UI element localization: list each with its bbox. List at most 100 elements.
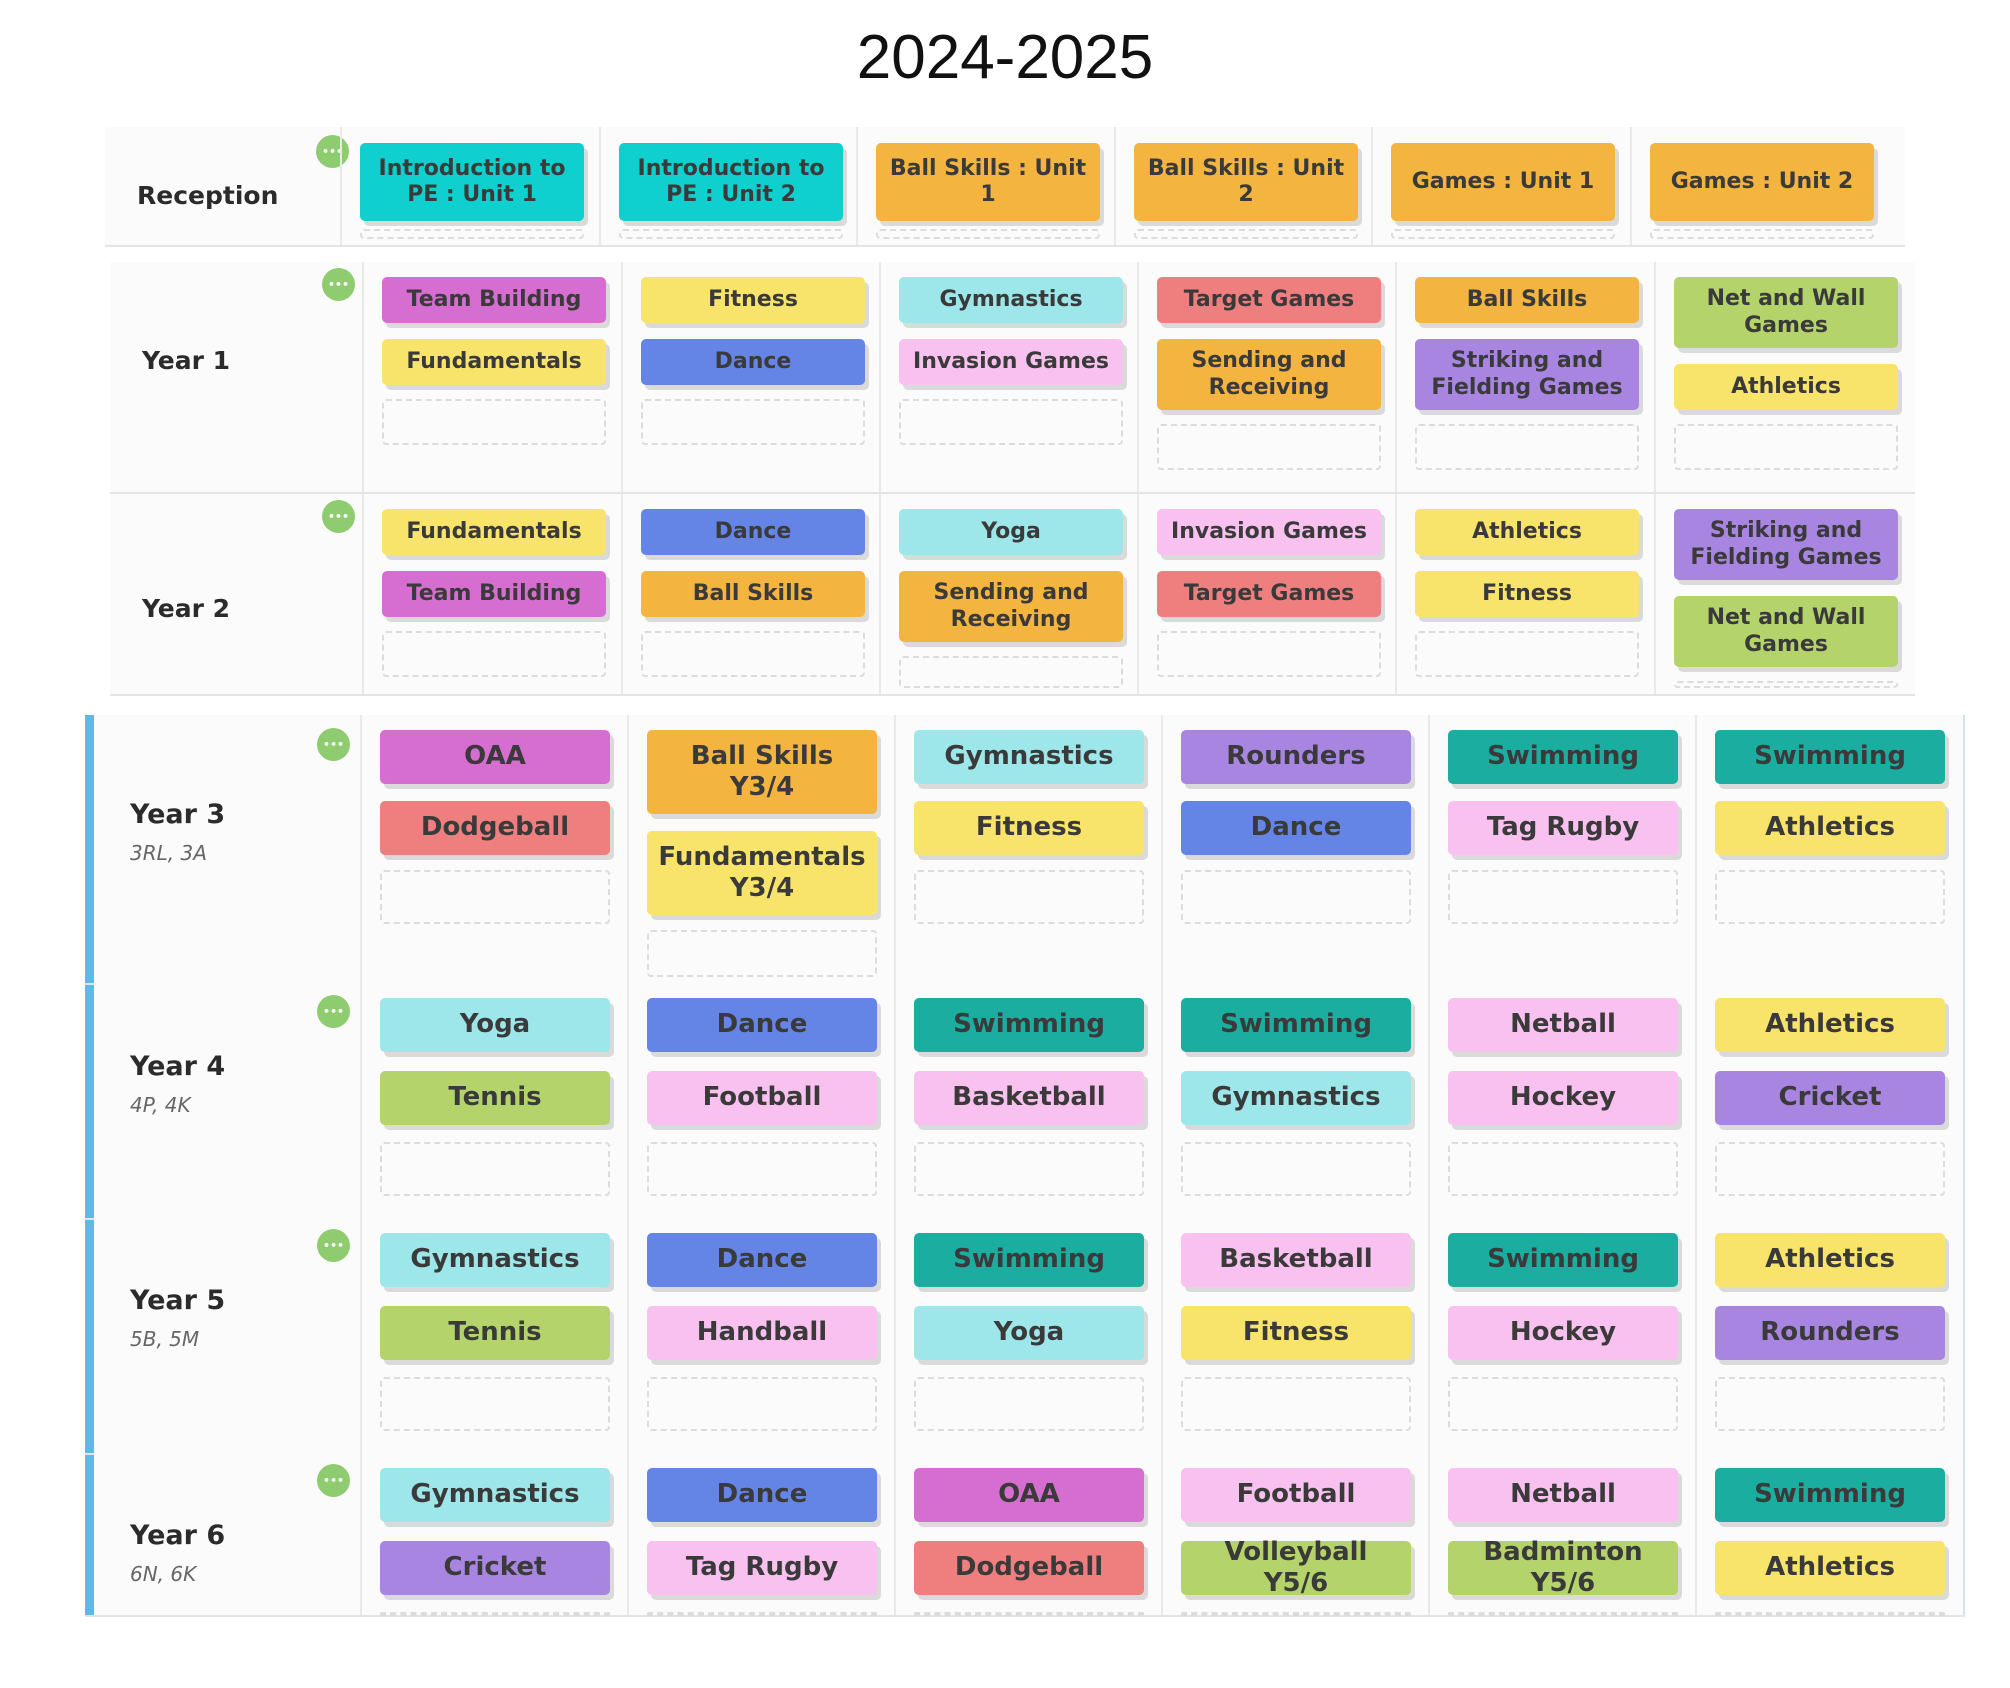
row-options-button[interactable]: •••	[317, 995, 350, 1028]
unit-card[interactable]: Athletics	[1715, 1233, 1945, 1287]
row-options-button[interactable]: •••	[322, 268, 355, 301]
unit-card[interactable]: Net and Wall Games	[1674, 596, 1898, 667]
empty-drop-slot[interactable]	[647, 1612, 877, 1616]
unit-card[interactable]: Invasion Games	[1157, 509, 1381, 555]
empty-drop-slot[interactable]	[641, 399, 865, 445]
empty-drop-slot[interactable]	[380, 1142, 610, 1196]
unit-card[interactable]: Tag Rugby	[1448, 801, 1678, 855]
unit-card[interactable]: Rounders	[1715, 1306, 1945, 1360]
unit-card[interactable]: Dodgeball	[380, 801, 610, 855]
unit-card[interactable]: Swimming	[1715, 1468, 1945, 1522]
unit-card[interactable]: Net and Wall Games	[1674, 277, 1898, 348]
unit-card[interactable]: Swimming	[914, 1233, 1144, 1287]
unit-card[interactable]: Dance	[641, 509, 865, 555]
unit-card[interactable]: Gymnastics	[914, 730, 1144, 784]
unit-card[interactable]: Basketball	[914, 1071, 1144, 1125]
empty-drop-slot[interactable]	[1157, 631, 1381, 677]
unit-card[interactable]: Swimming	[1715, 730, 1945, 784]
row-options-button[interactable]: •••	[322, 500, 355, 533]
unit-card[interactable]: Dance	[641, 339, 865, 385]
unit-card[interactable]: Yoga	[899, 509, 1123, 555]
unit-card[interactable]: Dance	[1181, 801, 1411, 855]
empty-drop-slot[interactable]	[914, 870, 1144, 924]
unit-card[interactable]: Cricket	[380, 1541, 610, 1595]
row-options-button[interactable]: •••	[317, 728, 350, 761]
unit-card[interactable]: Tennis	[380, 1306, 610, 1360]
empty-drop-slot[interactable]	[914, 1612, 1144, 1616]
unit-card[interactable]: Target Games	[1157, 277, 1381, 323]
unit-card[interactable]: Swimming	[1448, 1233, 1678, 1287]
unit-card[interactable]: Ball Skills Y3/4	[647, 730, 877, 814]
unit-card[interactable]: Ball Skills	[641, 571, 865, 617]
unit-card[interactable]: Fitness	[641, 277, 865, 323]
unit-card[interactable]: Ball Skills : Unit 1	[876, 143, 1100, 221]
unit-card[interactable]: Cricket	[1715, 1071, 1945, 1125]
unit-card[interactable]: Yoga	[380, 998, 610, 1052]
unit-card[interactable]: Games : Unit 2	[1650, 143, 1874, 221]
unit-card[interactable]: Fundamentals Y3/4	[647, 831, 877, 915]
unit-card[interactable]: Volleyball Y5/6	[1181, 1537, 1411, 1598]
unit-card[interactable]: Striking and Fielding Games	[1415, 339, 1639, 410]
empty-drop-slot[interactable]	[899, 399, 1123, 445]
unit-card[interactable]: OAA	[380, 730, 610, 784]
unit-card[interactable]: Gymnastics	[380, 1468, 610, 1522]
empty-drop-slot[interactable]	[641, 631, 865, 677]
empty-drop-slot[interactable]	[1715, 1142, 1945, 1196]
empty-drop-slot[interactable]	[1157, 424, 1381, 470]
unit-card[interactable]: OAA	[914, 1468, 1144, 1522]
empty-drop-slot[interactable]	[899, 656, 1123, 688]
unit-card[interactable]: Dance	[647, 998, 877, 1052]
unit-card[interactable]: Yoga	[914, 1306, 1144, 1360]
unit-card[interactable]: Football	[1181, 1468, 1411, 1522]
empty-drop-slot[interactable]	[647, 930, 877, 977]
empty-drop-slot[interactable]	[914, 1377, 1144, 1431]
empty-drop-slot[interactable]	[1181, 1612, 1411, 1616]
unit-card[interactable]: Tag Rugby	[647, 1541, 877, 1595]
empty-drop-slot[interactable]	[382, 399, 606, 445]
empty-drop-slot[interactable]	[1391, 229, 1615, 239]
empty-drop-slot[interactable]	[1181, 870, 1411, 924]
unit-card[interactable]: Introduction to PE : Unit 2	[619, 143, 843, 221]
unit-card[interactable]: Swimming	[914, 998, 1144, 1052]
unit-card[interactable]: Netball	[1448, 1468, 1678, 1522]
unit-card[interactable]: Tennis	[380, 1071, 610, 1125]
unit-card[interactable]: Basketball	[1181, 1233, 1411, 1287]
unit-card[interactable]: Games : Unit 1	[1391, 143, 1615, 221]
unit-card[interactable]: Fundamentals	[382, 339, 606, 385]
empty-drop-slot[interactable]	[1415, 424, 1639, 470]
unit-card[interactable]: Athletics	[1715, 998, 1945, 1052]
unit-card[interactable]: Athletics	[1715, 1541, 1945, 1595]
unit-card[interactable]: Striking and Fielding Games	[1674, 509, 1898, 580]
row-options-button[interactable]: •••	[316, 135, 349, 168]
unit-card[interactable]: Gymnastics	[380, 1233, 610, 1287]
empty-drop-slot[interactable]	[647, 1377, 877, 1431]
unit-card[interactable]: Target Games	[1157, 571, 1381, 617]
empty-drop-slot[interactable]	[1650, 229, 1874, 239]
unit-card[interactable]: Swimming	[1448, 730, 1678, 784]
empty-drop-slot[interactable]	[1448, 1142, 1678, 1196]
empty-drop-slot[interactable]	[1181, 1377, 1411, 1431]
empty-drop-slot[interactable]	[380, 1377, 610, 1431]
empty-drop-slot[interactable]	[1134, 229, 1358, 239]
empty-drop-slot[interactable]	[380, 1612, 610, 1616]
unit-card[interactable]: Dodgeball	[914, 1541, 1144, 1595]
empty-drop-slot[interactable]	[380, 870, 610, 924]
empty-drop-slot[interactable]	[1715, 1377, 1945, 1431]
unit-card[interactable]: Fundamentals	[382, 509, 606, 555]
row-options-button[interactable]: •••	[317, 1464, 350, 1497]
unit-card[interactable]: Sending and Receiving	[899, 571, 1123, 642]
empty-drop-slot[interactable]	[1181, 1142, 1411, 1196]
unit-card[interactable]: Gymnastics	[1181, 1071, 1411, 1125]
unit-card[interactable]: Athletics	[1674, 364, 1898, 410]
empty-drop-slot[interactable]	[914, 1142, 1144, 1196]
row-options-button[interactable]: •••	[317, 1229, 350, 1262]
unit-card[interactable]: Team Building	[382, 277, 606, 323]
unit-card[interactable]: Introduction to PE : Unit 1	[360, 143, 584, 221]
unit-card[interactable]: Fitness	[1415, 571, 1639, 617]
empty-drop-slot[interactable]	[360, 229, 584, 239]
unit-card[interactable]: Rounders	[1181, 730, 1411, 784]
unit-card[interactable]: Dance	[647, 1468, 877, 1522]
unit-card[interactable]: Athletics	[1415, 509, 1639, 555]
unit-card[interactable]: Football	[647, 1071, 877, 1125]
empty-drop-slot[interactable]	[382, 631, 606, 677]
